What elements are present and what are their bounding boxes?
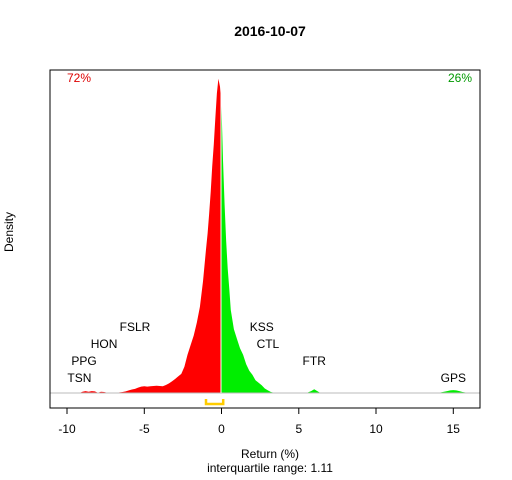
ticker-label-fslr: FSLR [120,320,151,334]
chart-title: 2016-10-07 [234,23,306,39]
ticker-label-ftr: FTR [303,354,327,368]
x-axis-label: Return (%) [241,447,299,461]
iqr-bracket [204,399,225,406]
x-tick-label: 5 [295,422,302,436]
x-tick-label: 10 [369,422,383,436]
iqr-subtitle: interquartile range: 1.11 [207,461,333,475]
x-tick-label: -5 [139,422,150,436]
negative-density-area [79,78,222,394]
x-tick-label: 15 [447,422,461,436]
ticker-label-ppg: PPG [71,354,96,368]
pct-positive-label: 26% [448,71,472,85]
iqr-bracket-line [204,399,225,406]
ticker-label-kss: KSS [250,320,274,334]
y-axis-label: Density [2,212,16,252]
ticker-label-hon: HON [91,337,118,351]
x-tick-label: 0 [218,422,225,436]
ticker-label-ctl: CTL [257,337,280,351]
plot-box [49,69,481,409]
x-tick-label: -10 [58,422,76,436]
ticker-label-gps: GPS [441,371,466,385]
pct-negative-label: 72% [67,71,91,85]
density-area [79,78,469,394]
x-axis: -10 -5 0 5 10 15 [58,408,460,436]
ticker-label-tsn: TSN [67,371,91,385]
